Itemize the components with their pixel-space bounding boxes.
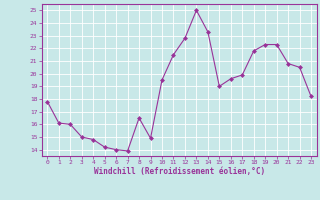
X-axis label: Windchill (Refroidissement éolien,°C): Windchill (Refroidissement éolien,°C) <box>94 167 265 176</box>
